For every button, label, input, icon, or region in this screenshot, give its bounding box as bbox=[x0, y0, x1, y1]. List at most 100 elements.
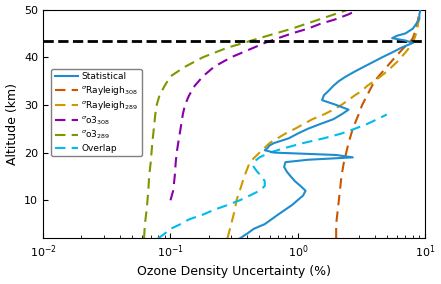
$^{\sigma}$o3$_{308}$ bbox=[200, 75, 206, 78]
$^{\sigma}$o3$_{289}$ bbox=[142, 237, 147, 240]
$^{\sigma}$Rayleigh$_{289}$ bbox=[403, 51, 408, 54]
Overlap bbox=[251, 160, 256, 164]
$^{\sigma}$o3$_{308}$ bbox=[171, 189, 176, 193]
Overlap bbox=[156, 237, 161, 240]
$^{\sigma}$o3$_{308}$ bbox=[333, 17, 339, 21]
$^{\sigma}$Rayleigh$_{289}$ bbox=[257, 151, 262, 154]
$^{\sigma}$o3$_{308}$ bbox=[178, 127, 183, 130]
Line: $^{\sigma}$Rayleigh$_{289}$: $^{\sigma}$Rayleigh$_{289}$ bbox=[228, 10, 421, 239]
$^{\sigma}$Rayleigh$_{308}$ bbox=[341, 160, 347, 164]
$^{\sigma}$Rayleigh$_{289}$ bbox=[310, 118, 315, 121]
$^{\sigma}$o3$_{289}$ bbox=[257, 36, 262, 40]
$^{\sigma}$o3$_{308}$ bbox=[262, 41, 267, 45]
$^{\sigma}$o3$_{308}$ bbox=[228, 56, 234, 59]
$^{\sigma}$o3$_{289}$ bbox=[149, 151, 154, 154]
$^{\sigma}$o3$_{308}$ bbox=[187, 94, 192, 97]
Overlap bbox=[162, 232, 167, 235]
Line: Statistical: Statistical bbox=[240, 10, 421, 239]
Line: $^{\sigma}$Rayleigh$_{308}$: $^{\sigma}$Rayleigh$_{308}$ bbox=[336, 10, 419, 239]
$^{\sigma}$o3$_{308}$ bbox=[173, 160, 178, 164]
$^{\sigma}$Rayleigh$_{308}$ bbox=[372, 79, 377, 83]
$^{\sigma}$o3$_{308}$ bbox=[180, 113, 186, 116]
Statistical bbox=[262, 149, 267, 152]
$^{\sigma}$Rayleigh$_{308}$ bbox=[359, 103, 365, 106]
Statistical bbox=[237, 237, 243, 240]
$^{\sigma}$Rayleigh$_{308}$ bbox=[392, 56, 398, 59]
$^{\sigma}$Rayleigh$_{308}$ bbox=[339, 175, 344, 178]
$^{\sigma}$Rayleigh$_{289}$ bbox=[415, 22, 421, 26]
$^{\sigma}$o3$_{289}$ bbox=[200, 56, 206, 59]
$^{\sigma}$Rayleigh$_{308}$ bbox=[346, 141, 351, 145]
$^{\sigma}$o3$_{308}$ bbox=[192, 84, 198, 87]
Overlap bbox=[259, 175, 264, 178]
Overlap bbox=[237, 199, 243, 202]
Statistical bbox=[418, 8, 423, 11]
Statistical bbox=[331, 84, 336, 87]
$^{\sigma}$Rayleigh$_{308}$ bbox=[384, 65, 389, 68]
$^{\sigma}$o3$_{289}$ bbox=[153, 113, 158, 116]
$^{\sigma}$Rayleigh$_{308}$ bbox=[414, 27, 419, 30]
$^{\sigma}$Rayleigh$_{289}$ bbox=[225, 237, 230, 240]
$^{\sigma}$Rayleigh$_{289}$ bbox=[283, 132, 288, 135]
$^{\sigma}$Rayleigh$_{289}$ bbox=[414, 32, 419, 35]
$^{\sigma}$Rayleigh$_{308}$ bbox=[410, 36, 415, 40]
Overlap bbox=[283, 146, 288, 150]
Overlap bbox=[211, 208, 217, 212]
Overlap bbox=[257, 156, 262, 159]
Statistical bbox=[410, 27, 415, 30]
$^{\sigma}$Rayleigh$_{289}$ bbox=[394, 60, 400, 64]
$^{\sigma}$o3$_{289}$ bbox=[182, 65, 187, 68]
$^{\sigma}$o3$_{289}$ bbox=[149, 141, 155, 145]
$^{\sigma}$Rayleigh$_{289}$ bbox=[331, 108, 336, 111]
Statistical bbox=[305, 127, 310, 130]
$^{\sigma}$Rayleigh$_{289}$ bbox=[232, 208, 237, 212]
Overlap bbox=[384, 113, 389, 116]
$^{\sigma}$o3$_{289}$ bbox=[157, 94, 162, 97]
Overlap bbox=[352, 127, 357, 130]
$^{\sigma}$Rayleigh$_{308}$ bbox=[356, 113, 361, 116]
Overlap bbox=[168, 227, 173, 231]
$^{\sigma}$Rayleigh$_{289}$ bbox=[384, 70, 389, 73]
$^{\sigma}$o3$_{308}$ bbox=[289, 32, 295, 35]
$^{\sigma}$o3$_{308}$ bbox=[182, 103, 187, 106]
$^{\sigma}$Rayleigh$_{308}$ bbox=[415, 17, 421, 21]
$^{\sigma}$Rayleigh$_{308}$ bbox=[333, 237, 339, 240]
Overlap bbox=[300, 141, 306, 145]
$^{\sigma}$o3$_{289}$ bbox=[148, 160, 153, 164]
$^{\sigma}$Rayleigh$_{308}$ bbox=[350, 127, 355, 130]
Overlap bbox=[321, 137, 326, 140]
$^{\sigma}$o3$_{289}$ bbox=[154, 103, 159, 106]
$^{\sigma}$o3$_{308}$ bbox=[211, 65, 217, 68]
$^{\sigma}$o3$_{308}$ bbox=[168, 199, 173, 202]
$^{\sigma}$Rayleigh$_{308}$ bbox=[417, 8, 422, 11]
$^{\sigma}$Rayleigh$_{308}$ bbox=[336, 199, 341, 202]
Overlap bbox=[247, 194, 253, 197]
Overlap bbox=[262, 184, 267, 188]
$^{\sigma}$Rayleigh$_{289}$ bbox=[237, 189, 243, 193]
Overlap bbox=[178, 222, 183, 226]
Overlap bbox=[225, 203, 230, 207]
$^{\sigma}$Rayleigh$_{289}$ bbox=[410, 41, 415, 45]
$^{\sigma}$Rayleigh$_{289}$ bbox=[352, 94, 357, 97]
Overlap bbox=[339, 132, 344, 135]
$^{\sigma}$Rayleigh$_{289}$ bbox=[372, 79, 377, 83]
$^{\sigma}$o3$_{308}$ bbox=[176, 141, 181, 145]
$^{\sigma}$Rayleigh$_{289}$ bbox=[267, 141, 272, 145]
Legend: Statistical, $^{\sigma}$Rayleigh$_{308}$, $^{\sigma}$Rayleigh$_{289}$, $^{\sigma: Statistical, $^{\sigma}$Rayleigh$_{308}$… bbox=[52, 69, 142, 156]
$^{\sigma}$Rayleigh$_{308}$ bbox=[344, 151, 349, 154]
Line: Overlap: Overlap bbox=[158, 114, 387, 239]
Overlap bbox=[187, 218, 192, 221]
$^{\sigma}$Rayleigh$_{308}$ bbox=[364, 94, 370, 97]
$^{\sigma}$Rayleigh$_{289}$ bbox=[228, 222, 234, 226]
$^{\sigma}$o3$_{289}$ bbox=[318, 17, 323, 21]
$^{\sigma}$o3$_{308}$ bbox=[251, 46, 256, 49]
Overlap bbox=[254, 170, 260, 173]
Overlap bbox=[262, 179, 267, 183]
Overlap bbox=[251, 165, 256, 169]
$^{\sigma}$o3$_{308}$ bbox=[174, 151, 179, 154]
$^{\sigma}$Rayleigh$_{289}$ bbox=[242, 175, 247, 178]
Statistical bbox=[321, 94, 326, 97]
$^{\sigma}$Rayleigh$_{289}$ bbox=[418, 8, 423, 11]
$^{\sigma}$Rayleigh$_{289}$ bbox=[292, 127, 298, 130]
$^{\sigma}$Rayleigh$_{289}$ bbox=[321, 113, 326, 116]
